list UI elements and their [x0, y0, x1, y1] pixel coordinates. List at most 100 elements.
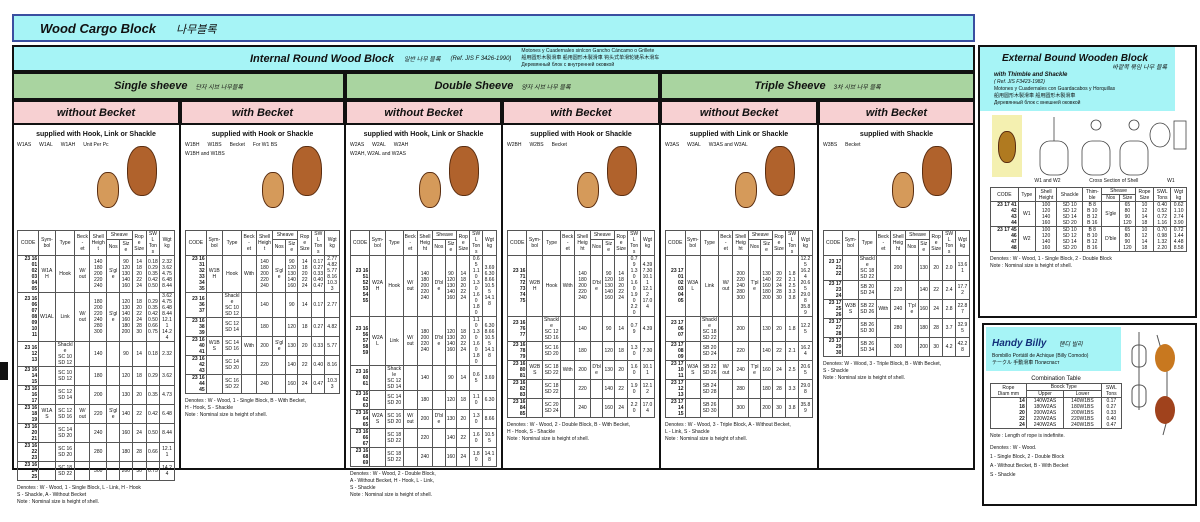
table-cell: 240	[89, 423, 107, 443]
combination-title: Combination Table	[1031, 376, 1081, 382]
table-cell: 90	[119, 341, 133, 367]
table-subheader: Nos	[105, 238, 121, 257]
table-cell: SC 12 SD 14	[54, 385, 76, 405]
product-images: W2BH W2BS Becket	[507, 142, 655, 230]
table-row: 23 16 06 07 08 09 10 11 W1AL Link W/ out 180…	[16, 292, 175, 342]
table-header: Shell Height	[89, 230, 107, 256]
table-cell: W2BH	[526, 255, 544, 317]
table-header: CODE	[990, 187, 1019, 202]
table-cell: 23 16 36 37	[185, 292, 207, 318]
table-cell: 0.50	[145, 423, 161, 443]
table-cell: 23 16 42 43	[185, 355, 207, 375]
table-cell: 0.40	[311, 355, 326, 375]
denotes-note: Denotes : W - Wood, 2 - Double Block, A …	[350, 471, 436, 498]
table-cell: 8.66	[481, 409, 498, 429]
table-header: Type	[1017, 187, 1036, 202]
table-cell: 180	[119, 442, 133, 462]
table-header: SWL Tons	[785, 230, 799, 256]
product-label: Becket	[845, 142, 861, 148]
table-cell: 18	[613, 341, 629, 361]
table-cell: 100 120 140 160	[1034, 226, 1058, 252]
table-cell: 2.32 3.62 4.75 6.48 8.44	[159, 255, 175, 293]
table-cell: SC 12 SD 16	[54, 404, 76, 424]
table-cell	[684, 398, 701, 418]
external-block-drawings	[1039, 117, 1187, 176]
table-cell: 23 16 51 52 53 54 55	[349, 255, 371, 317]
table-cell: 23 16 60 61	[349, 365, 371, 391]
table-header: SWL Tons	[469, 230, 483, 256]
table-cell: SB 22 SD 26	[699, 360, 720, 380]
table-cell: 23 17 41 42 43 44	[990, 201, 1019, 227]
table-cell: SD 10 SD 12 SD 14 SD 20	[1056, 201, 1083, 227]
table-header: SWL Tons	[1153, 187, 1172, 202]
table-cell: 0.17 0.27 0.33 0.40 0.47	[1100, 397, 1123, 429]
table-cell: 23 16 14 15	[16, 366, 40, 386]
table-cell: 20	[613, 360, 629, 380]
section-double: Double Sheeve 양자 시브 나무 블록	[345, 72, 660, 100]
table-header: Rope Size	[131, 230, 147, 256]
product-label: W2AL	[372, 142, 386, 148]
external-ref: ( Ref. JIS F3423-1982)	[994, 79, 1045, 85]
table-cell	[105, 385, 121, 405]
table-cell: 8.44	[159, 423, 175, 443]
table-cell: 240	[889, 299, 907, 319]
table-cell	[369, 428, 386, 448]
wood-block-image	[607, 146, 637, 196]
table-cell	[241, 374, 257, 394]
table-row: 23 16 42 43 SC 14 SD 20 220 140 22 0.40 8.16	[185, 355, 340, 375]
table-cell: 2.0	[942, 255, 956, 281]
table-cell: 16.24	[797, 341, 814, 361]
table-subheader: Lower	[1063, 390, 1102, 398]
table-row: 23 16 38 39 SC 12 SD 14 180 120 18 0.27 4.82	[185, 317, 340, 337]
table-subheader: Size	[602, 238, 615, 257]
table-cell	[74, 385, 91, 405]
product-labels: W3AS W3AL W3AS and W3AL	[665, 142, 754, 149]
table-cell: SC 18 SD 22	[54, 461, 76, 481]
table-cell: B 8 B 10 B 12 B 16	[1081, 201, 1103, 227]
table-cell: W3BS	[842, 299, 859, 319]
table-cell: 17.72	[954, 280, 971, 300]
table-cell: 18	[297, 317, 313, 337]
table-cell: D'ble	[1101, 226, 1121, 252]
table-cell: 23 16 22 23	[16, 442, 40, 462]
product-images: W1AS W1AL W1AH Unit Per Pc	[17, 142, 175, 230]
table-subheader: Nos	[747, 238, 762, 257]
product-label: W1BH and W1BS	[185, 151, 225, 157]
table-row: 23 17 01 02 03 04 05 W3AL Link W/ out 200 22…	[665, 255, 814, 317]
table-cell: SC 10 SD 12	[54, 366, 76, 386]
table-row: 23 17 23 24 SB 20 SD 24 220 140 22 2.4 17.72	[822, 280, 971, 300]
product-label: W3AS	[665, 142, 680, 148]
table-cell: 0.66	[145, 442, 161, 462]
table-cell: 0.17 0.27 0.33 0.40 0.47	[311, 255, 326, 293]
table-row: 23 17 27 28 SB 26 SD 30 280 180 28 3.7 32.95	[822, 318, 971, 338]
product-label: W1BS	[207, 142, 222, 148]
table-subheader: Size	[917, 238, 931, 257]
table-header: Wgt kg	[324, 230, 340, 256]
table-cell	[875, 318, 891, 338]
table-cell: 90 120 130 140 160	[285, 255, 299, 293]
table-header: Sym- bol	[38, 230, 56, 256]
table-header: Rope Size	[456, 230, 471, 256]
table-cell: 0.29	[145, 366, 161, 386]
spec-table: CODE Sym- bol Type Beck- et Shell Height Shea…	[822, 230, 971, 357]
table-cell: 14 18 20 22 24	[456, 255, 471, 317]
table-header: CODE	[185, 230, 207, 256]
table-header: Beck- et	[74, 230, 91, 256]
table-cell: 180	[255, 317, 274, 337]
table-cell: Hook	[221, 255, 243, 293]
table-cell: W3AL	[684, 255, 701, 317]
table-cell: 0.33	[311, 336, 326, 356]
table-header: Wgt kg	[954, 230, 971, 256]
internal-title: Internal Round Wood Block	[250, 52, 395, 65]
table-header: SWL Tons	[1100, 383, 1123, 398]
external-denotes: Denotes : W - Wood, 1 - Single Block, 2 …	[990, 256, 1112, 269]
table-cell	[560, 316, 576, 342]
table-cell	[589, 316, 604, 342]
table-cell: 22	[771, 341, 787, 361]
table-cell: 0.70 0.98 1.32 2.20	[1153, 226, 1172, 252]
handy-title: Handy Billy	[992, 338, 1047, 349]
spec-table: CODE Sym- bol Type Beck- et Shell Height Shea…	[16, 230, 175, 481]
table-header: Type	[221, 230, 243, 256]
table-row: 23 17 10 11 W3AS SB 22 SD 26 W/ out 240 T'ple…	[665, 360, 814, 380]
supplied-note: supplied with Link or Shackle	[689, 131, 789, 138]
